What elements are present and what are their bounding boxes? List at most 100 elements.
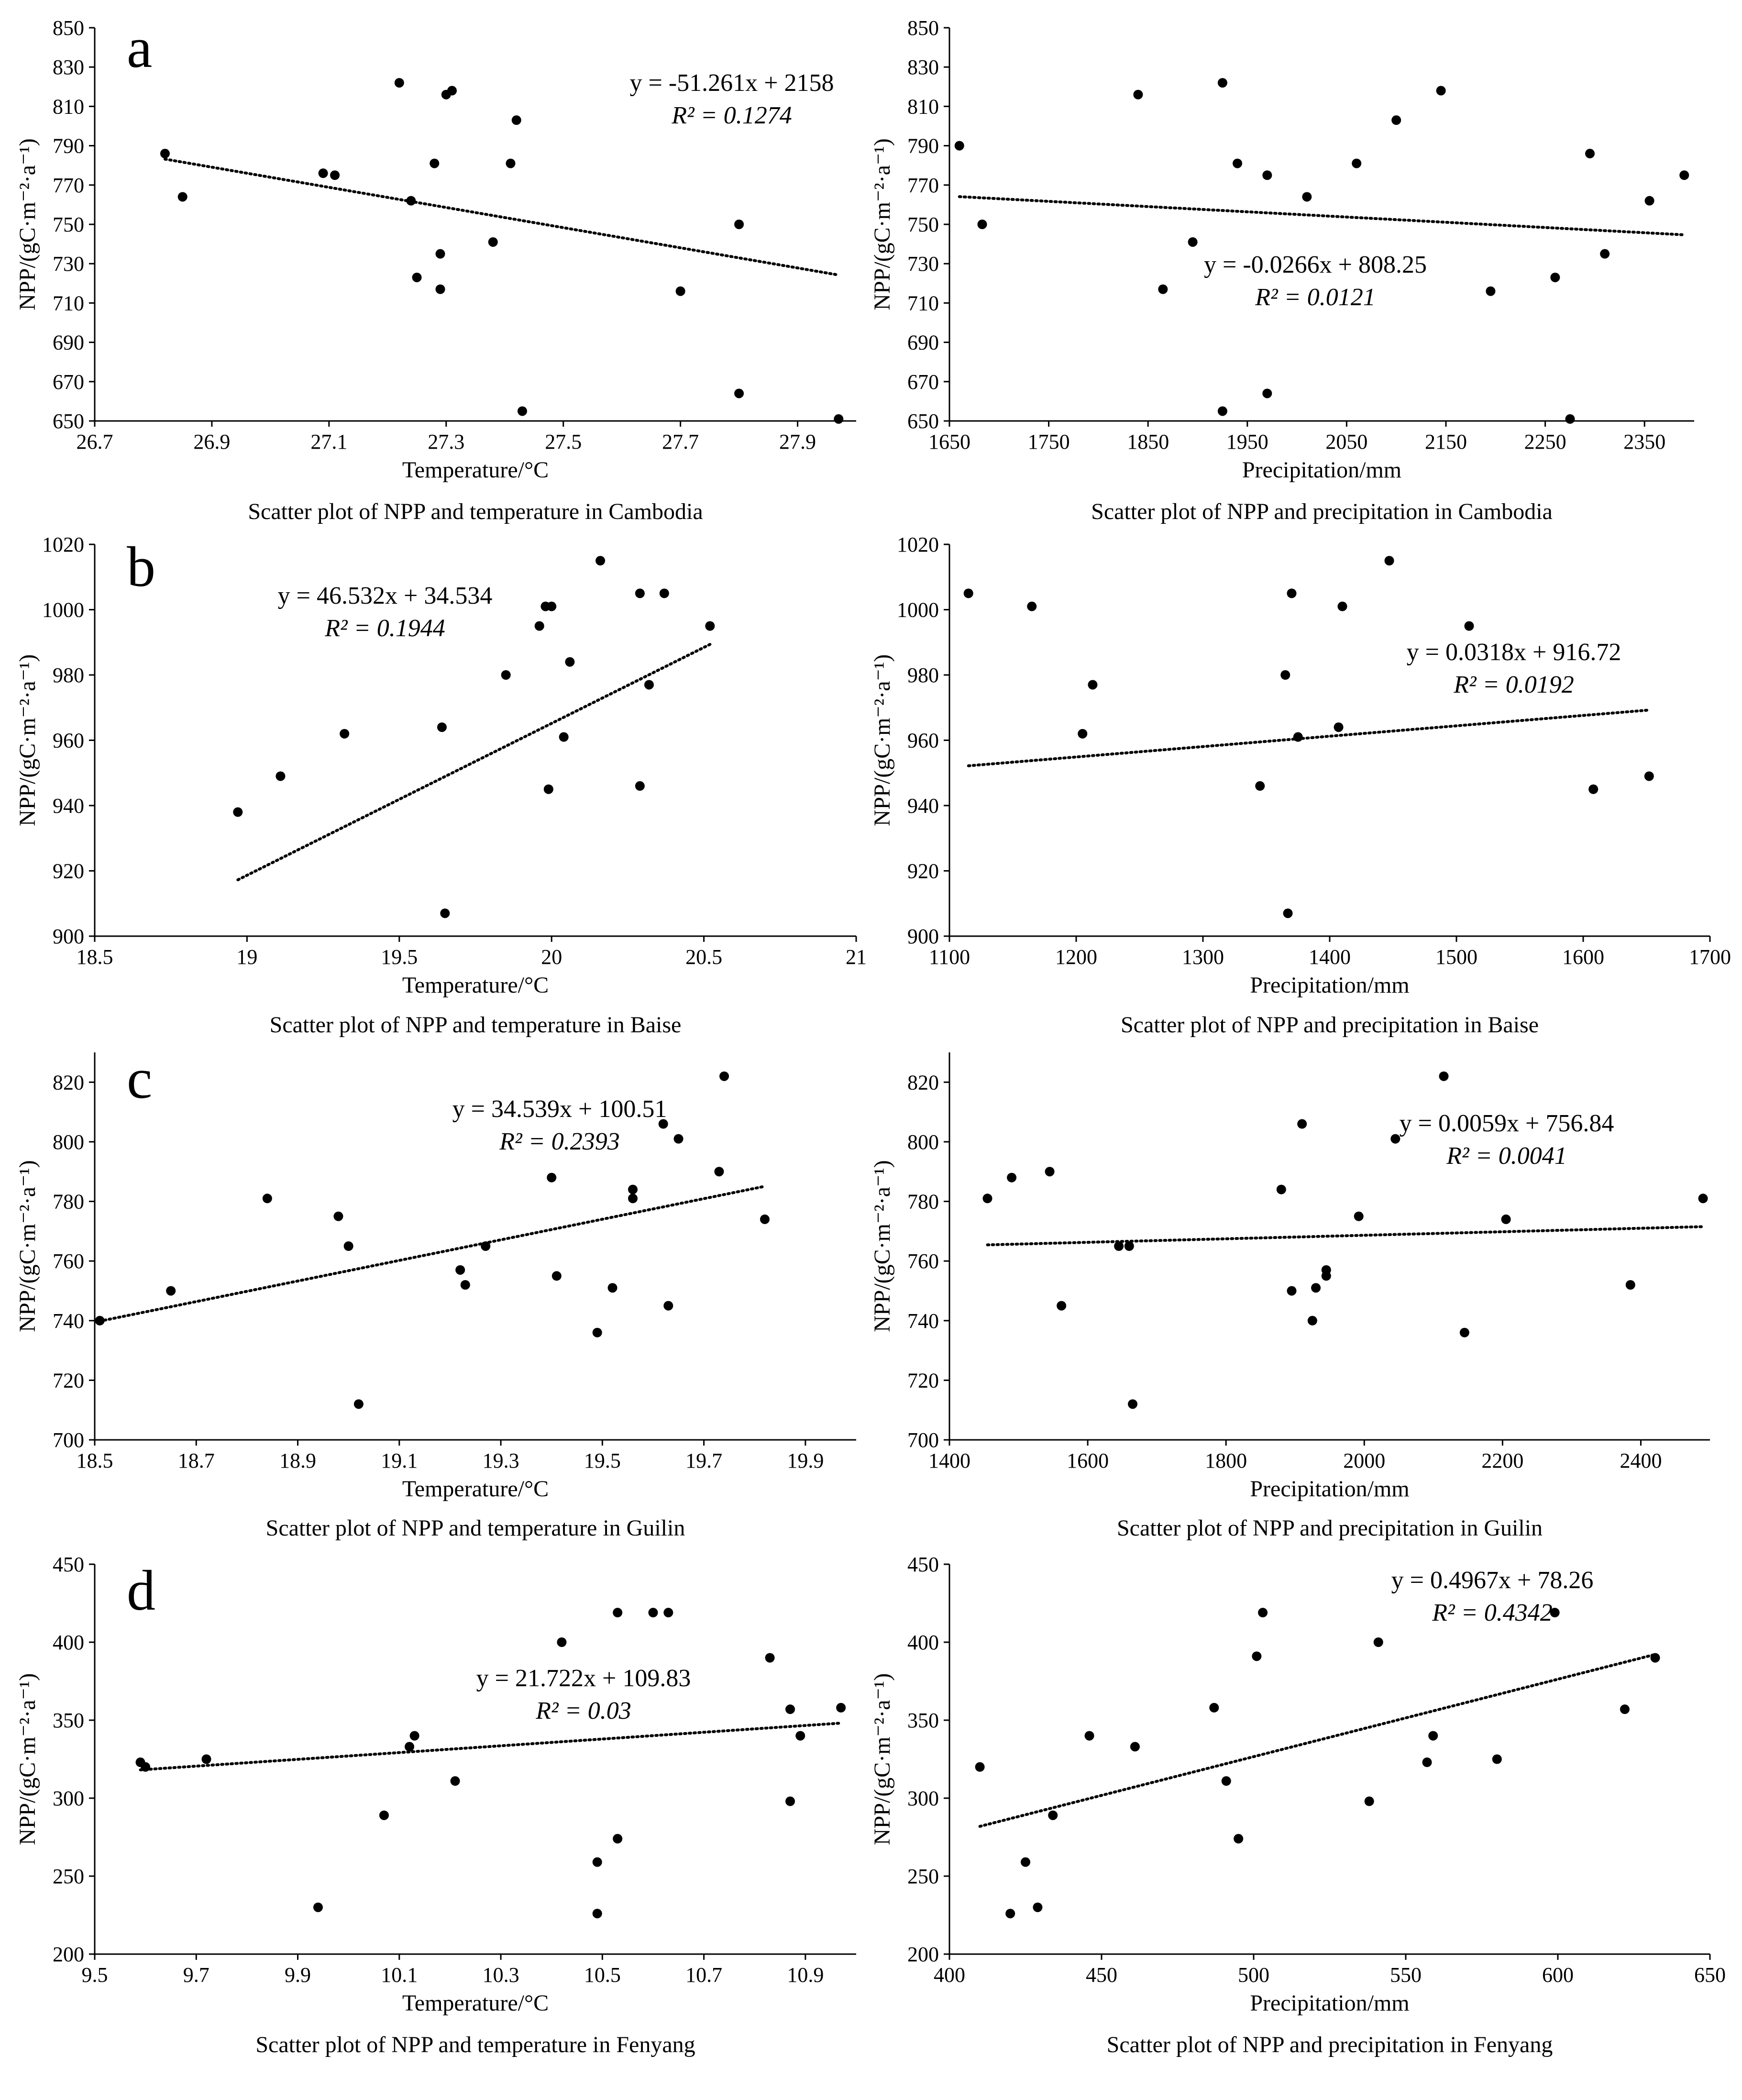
data-point xyxy=(1005,1909,1015,1919)
data-point xyxy=(276,771,286,781)
data-point xyxy=(1384,556,1394,566)
data-point xyxy=(1390,1134,1400,1144)
x-tick-label: 2150 xyxy=(1425,430,1467,453)
data-point xyxy=(547,1172,557,1183)
x-tick-label: 18.7 xyxy=(178,1449,215,1472)
x-tick-label: 27.3 xyxy=(428,430,464,453)
y-tick-label: 830 xyxy=(53,55,84,79)
x-tick-label: 19.1 xyxy=(381,1449,418,1472)
data-point xyxy=(1252,1651,1262,1661)
y-tick-label: 820 xyxy=(907,1071,939,1094)
x-tick-label: 10.3 xyxy=(483,1963,519,1987)
data-point xyxy=(511,115,521,125)
data-point xyxy=(565,657,575,667)
x-tick-label: 2050 xyxy=(1325,430,1367,453)
x-axis-label: Temperature/°C xyxy=(402,1476,549,1502)
data-point xyxy=(460,1280,470,1290)
panel-letter: c xyxy=(127,1047,152,1110)
data-point xyxy=(659,588,669,598)
y-tick-label: 760 xyxy=(53,1249,84,1273)
data-point xyxy=(394,78,404,88)
x-tick-label: 21 xyxy=(846,945,867,969)
data-point xyxy=(330,170,340,180)
y-tick-label: 650 xyxy=(53,409,84,433)
y-tick-label: 800 xyxy=(53,1130,84,1154)
data-point xyxy=(1297,1119,1307,1129)
x-tick-label: 10.1 xyxy=(381,1963,418,1987)
chart-caption: Scatter plot of NPP and temperature in G… xyxy=(266,1515,685,1541)
y-tick-label: 450 xyxy=(907,1553,939,1576)
trendline-equation: y = -0.0266x + 808.25 xyxy=(1204,251,1427,278)
data-point xyxy=(506,158,516,168)
data-point xyxy=(1209,1702,1219,1713)
data-point xyxy=(517,406,527,416)
y-tick-label: 760 xyxy=(907,1249,939,1273)
y-tick-label: 350 xyxy=(53,1709,84,1732)
x-tick-label: 27.5 xyxy=(545,430,582,453)
data-point xyxy=(481,1241,491,1251)
y-tick-label: 400 xyxy=(907,1631,939,1654)
x-tick-label: 18.5 xyxy=(77,1449,113,1472)
data-point xyxy=(1311,1283,1321,1293)
data-point xyxy=(663,1301,673,1311)
data-point xyxy=(1364,1796,1374,1806)
y-tick-label: 250 xyxy=(907,1865,939,1888)
data-point xyxy=(1114,1241,1124,1251)
y-tick-label: 920 xyxy=(907,860,939,883)
data-point xyxy=(1084,1731,1094,1741)
y-tick-label: 790 xyxy=(53,134,84,158)
data-point xyxy=(1620,1704,1630,1714)
x-axis-label: Precipitation/mm xyxy=(1250,973,1409,998)
x-tick-label: 550 xyxy=(1390,1963,1422,1987)
x-tick-label: 19.3 xyxy=(483,1449,519,1472)
x-tick-label: 1800 xyxy=(1205,1449,1247,1472)
trendline-equation: y = 0.0059x + 756.84 xyxy=(1400,1110,1614,1137)
x-tick-label: 19 xyxy=(236,945,257,969)
x-tick-label: 1600 xyxy=(1562,945,1604,969)
y-tick-label: 900 xyxy=(907,925,939,948)
data-point xyxy=(675,286,685,296)
y-tick-label: 850 xyxy=(53,16,84,40)
data-point xyxy=(1124,1241,1134,1251)
y-tick-label: 400 xyxy=(53,1631,84,1654)
trendline xyxy=(236,643,712,882)
data-point xyxy=(262,1194,272,1204)
data-point xyxy=(409,1731,419,1741)
y-axis-label: NPP/(gC·m⁻²·a⁻¹) xyxy=(870,654,895,826)
y-tick-label: 900 xyxy=(53,925,84,948)
data-point xyxy=(1130,1742,1140,1752)
data-point xyxy=(734,220,744,229)
data-point xyxy=(412,272,422,282)
chart-caption: Scatter plot of NPP and precipitation in… xyxy=(1121,1012,1539,1038)
y-tick-label: 1000 xyxy=(897,598,939,622)
data-point xyxy=(1650,1653,1660,1663)
x-tick-label: 2350 xyxy=(1623,430,1665,453)
data-point xyxy=(1021,1857,1030,1867)
r-squared-label: R² = 0.0041 xyxy=(1446,1142,1566,1170)
data-point xyxy=(440,908,450,918)
r-squared-label: R² = 0.1944 xyxy=(324,615,445,642)
chart-panel-5: 700 720 740 760 780 800 820 18.5 18.7 18.9 19.1 19.… xyxy=(15,1047,856,1541)
data-point xyxy=(488,237,498,247)
y-tick-label: 770 xyxy=(907,174,939,197)
data-point xyxy=(705,621,715,631)
trendline xyxy=(986,1225,1705,1247)
data-point xyxy=(340,729,350,739)
trendline-equation: y = 34.539x + 100.51 xyxy=(452,1095,667,1123)
y-tick-label: 300 xyxy=(907,1787,939,1810)
data-point xyxy=(1486,286,1496,296)
data-point xyxy=(595,556,606,566)
data-point xyxy=(1217,78,1227,88)
data-point xyxy=(447,86,457,96)
x-tick-label: 2250 xyxy=(1524,430,1566,453)
data-point xyxy=(435,284,445,294)
y-tick-label: 670 xyxy=(53,370,84,394)
y-axis-label: NPP/(gC·m⁻²·a⁻¹) xyxy=(15,138,40,310)
data-point xyxy=(635,588,645,598)
data-point xyxy=(1644,771,1654,781)
x-tick-label: 10.9 xyxy=(787,1963,824,1987)
y-tick-label: 920 xyxy=(53,860,84,883)
data-point xyxy=(954,141,964,151)
y-tick-label: 720 xyxy=(907,1369,939,1392)
data-point xyxy=(547,601,557,611)
